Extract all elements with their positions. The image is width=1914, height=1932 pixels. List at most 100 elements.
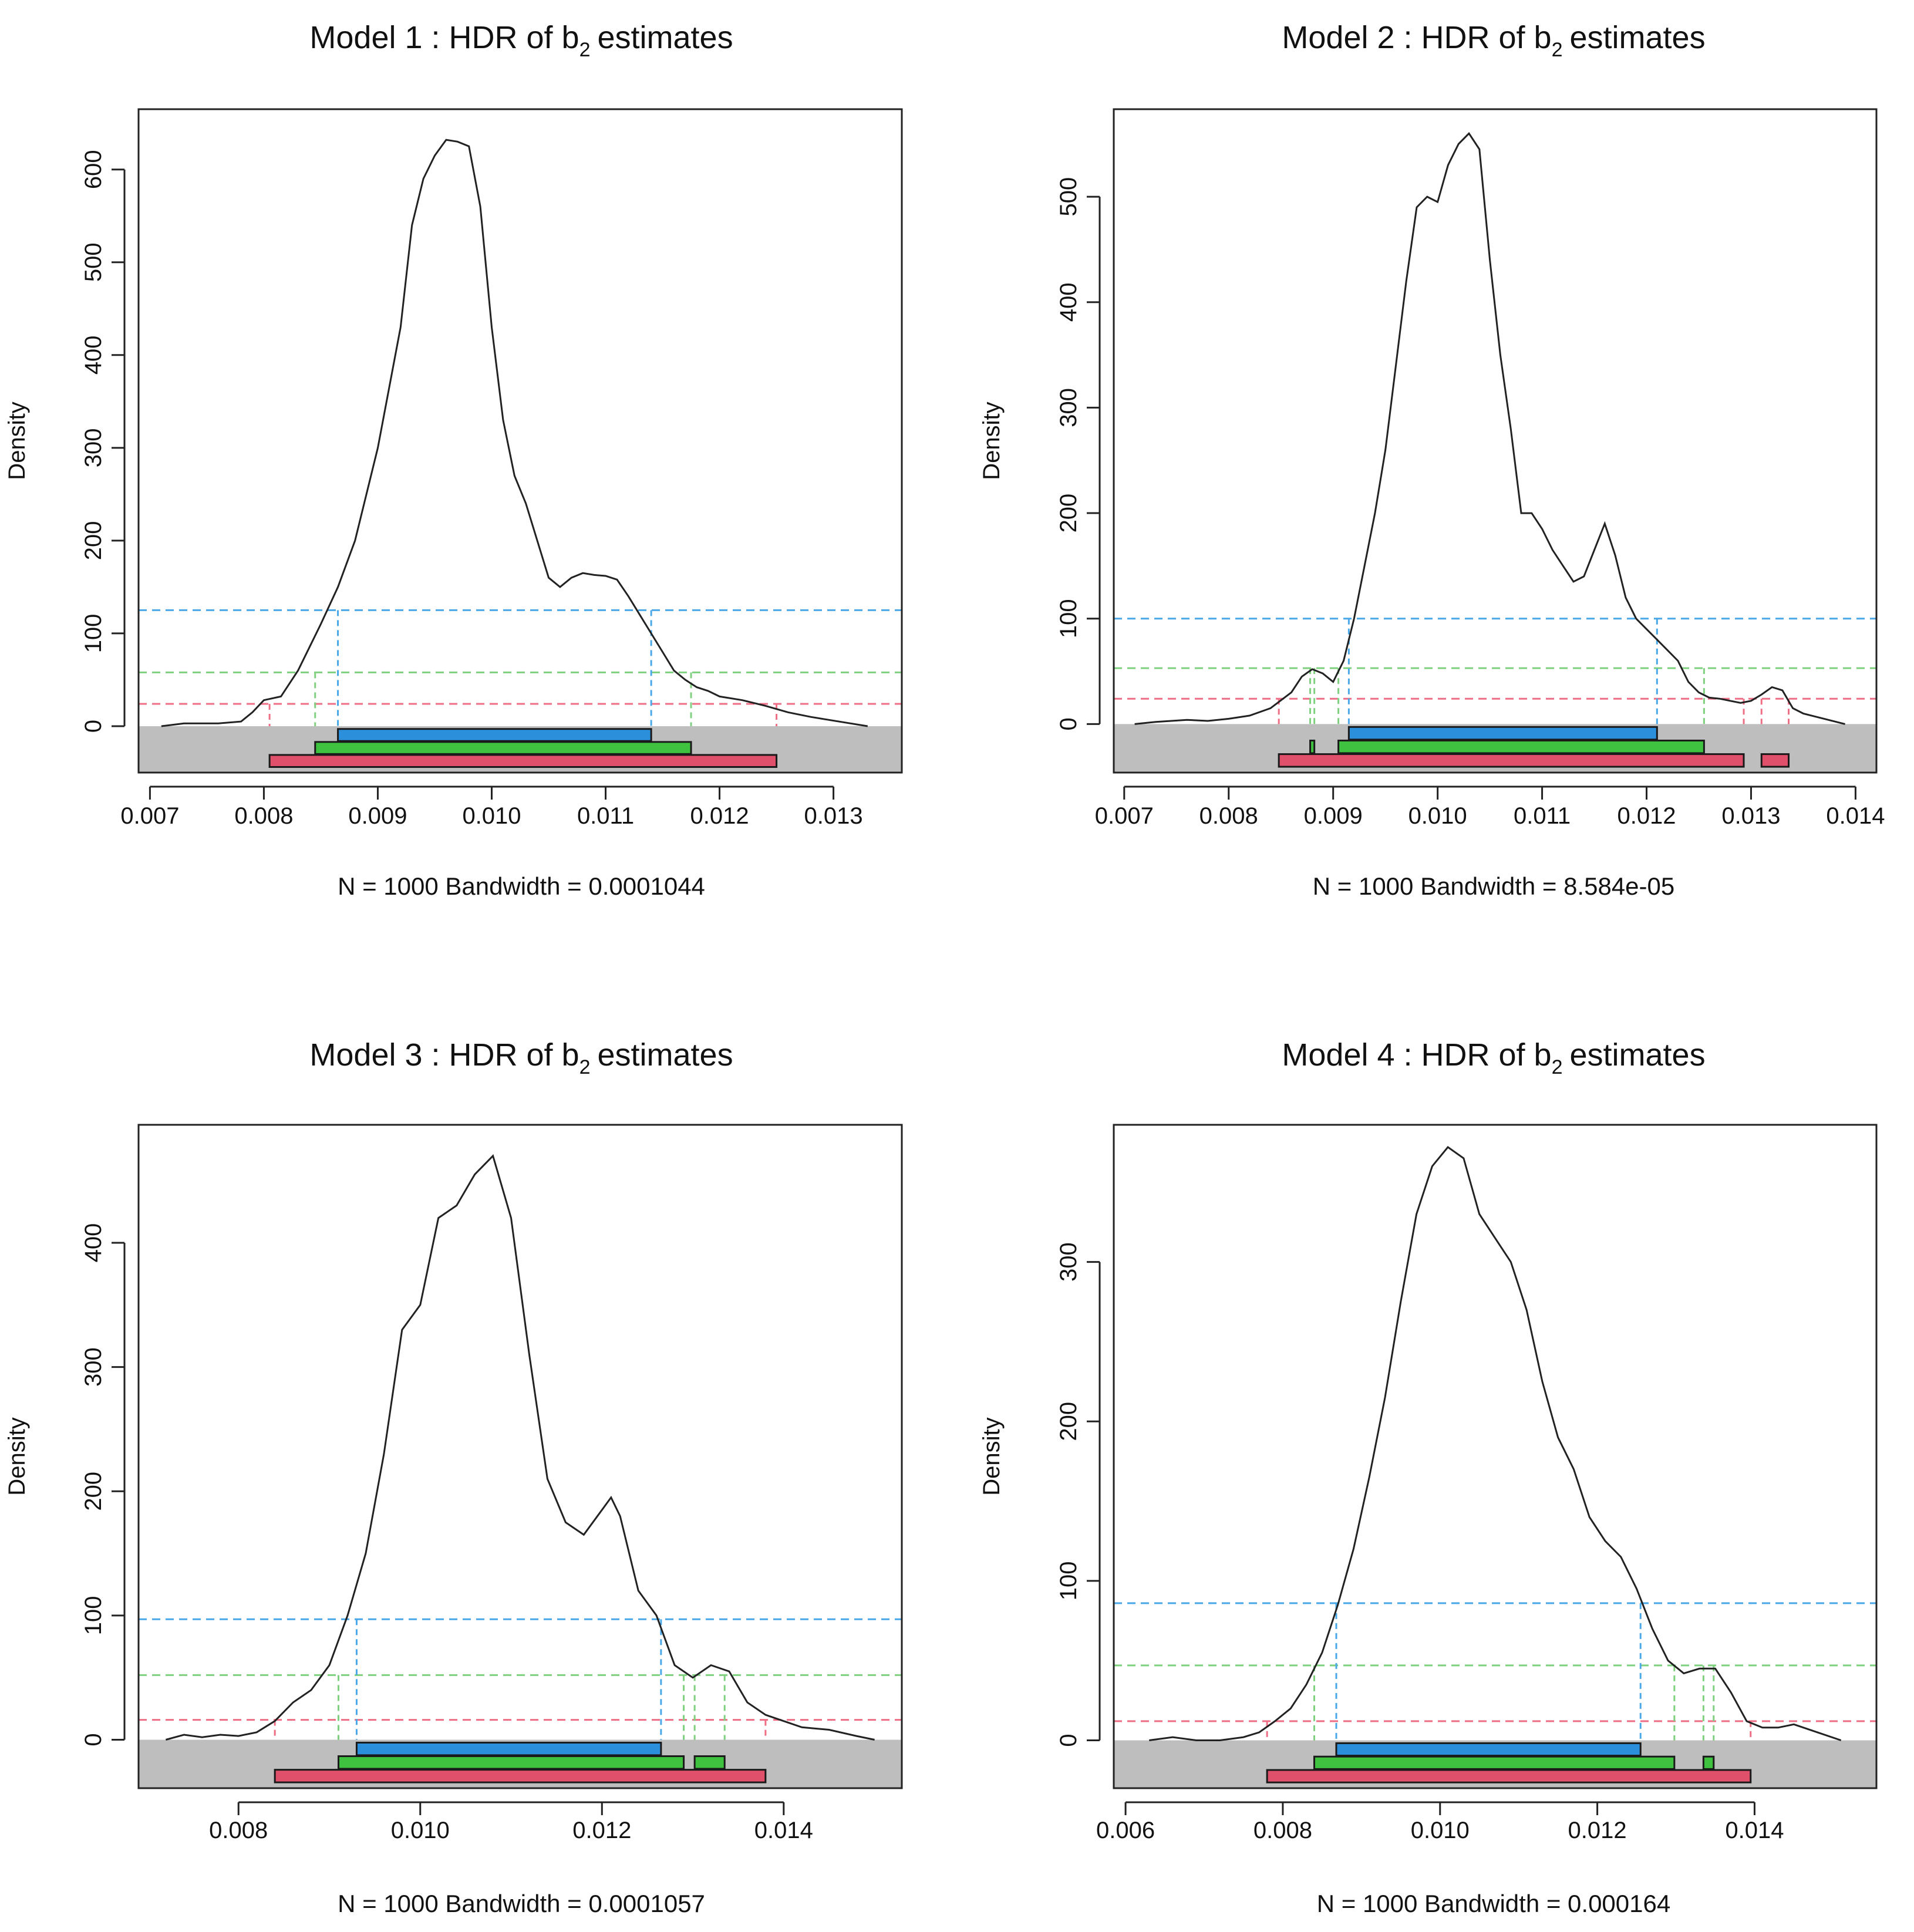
x-axis-label: N = 1000 Bandwidth = 0.000164	[1317, 1890, 1670, 1917]
y-tick-label: 300	[80, 1347, 106, 1387]
y-tick-label: 200	[1056, 494, 1081, 533]
chart-panel-1: 0.007 0.008 0.009 0.010 0.011 0.012 0.013 0 100 2…	[4, 20, 903, 900]
x-tick-label: 0.010	[1408, 803, 1467, 829]
y-tick-label: 100	[80, 614, 106, 653]
chart-title-suffix: estimates	[1570, 1037, 1706, 1073]
y-tick-label: 400	[80, 335, 106, 375]
x-tick-label: 0.012	[1617, 803, 1676, 829]
y-axis-label: Density	[979, 402, 1005, 480]
y-tick-label: 300	[1056, 388, 1081, 427]
y-tick-label: 0	[80, 720, 106, 733]
y-tick-label: 500	[1056, 177, 1081, 217]
y-tick-label: 0	[1056, 717, 1081, 730]
chart-title-suffix: estimates	[598, 20, 733, 55]
hdr99-bar	[1278, 753, 1745, 768]
plot-frame	[137, 1124, 903, 1789]
chart-title-main: Model 1 : HDR of b	[309, 20, 579, 55]
x-tick-label: 0.008	[209, 1818, 268, 1843]
density-curve	[1149, 1145, 1842, 1741]
x-tick-label: 0.013	[1721, 803, 1780, 829]
chart-title-subscript: 2	[579, 1056, 591, 1078]
density-curve	[166, 1154, 875, 1741]
y-tick-label: 300	[1056, 1242, 1081, 1282]
x-tick-label: 0.012	[1568, 1818, 1627, 1843]
hdr99-bar	[268, 754, 778, 768]
plot-frame	[1113, 108, 1878, 774]
hdr50-bar	[1335, 1742, 1642, 1757]
chart-title-suffix: estimates	[598, 1037, 733, 1073]
x-tick-label: 0.014	[1725, 1818, 1784, 1843]
chart-title: Model 3 : HDR of b2 estimates	[309, 1037, 733, 1078]
y-tick-label: 200	[1056, 1402, 1081, 1441]
y-tick-label: 200	[80, 1472, 106, 1511]
hdr95-bar	[1702, 1755, 1715, 1770]
x-tick-label: 0.009	[348, 803, 407, 829]
x-tick-label: 0.011	[577, 803, 634, 829]
chart-title: Model 4 : HDR of b2 estimates	[1282, 1037, 1705, 1078]
y-tick-label: 200	[80, 521, 106, 561]
chart-panel-2: 0.007 0.008 0.009 0.010 0.011 0.012 0.013 0.014…	[979, 20, 1885, 900]
x-tick-label: 0.014	[754, 1818, 813, 1843]
x-tick-label: 0.014	[1826, 803, 1885, 829]
hdr50-bar	[337, 728, 652, 742]
x-tick-label: 0.008	[234, 803, 293, 829]
hdr50-bar	[1347, 726, 1658, 741]
hdr95-bar	[337, 1755, 685, 1770]
x-tick-label: 0.008	[1199, 803, 1258, 829]
y-axis-label: Density	[4, 402, 30, 480]
y-axis-label: Density	[979, 1417, 1005, 1495]
y-tick-label: 100	[1056, 1562, 1081, 1601]
hdr99-bar	[1266, 1769, 1752, 1783]
chart-title-main: Model 3 : HDR of b	[309, 1037, 579, 1073]
chart-title-suffix: estimates	[1570, 20, 1706, 55]
y-tick-label: 400	[1056, 282, 1081, 322]
x-tick-label: 0.010	[462, 803, 521, 829]
chart-title-subscript: 2	[1552, 39, 1563, 61]
y-tick-label: 100	[1056, 599, 1081, 638]
x-tick-label: 0.012	[690, 803, 749, 829]
hdr95-bar	[693, 1755, 726, 1770]
x-tick-label: 0.011	[1514, 803, 1571, 829]
y-tick-label: 300	[80, 428, 106, 467]
chart-title-main: Model 2 : HDR of b	[1282, 20, 1551, 55]
chart-title: Model 2 : HDR of b2 estimates	[1282, 20, 1705, 61]
plot-frame	[137, 108, 903, 774]
hdr95-bar	[1337, 739, 1705, 754]
x-tick-label: 0.010	[391, 1818, 450, 1843]
x-tick-label: 0.013	[804, 803, 863, 829]
y-tick-label: 0	[1056, 1734, 1081, 1746]
hdr99-bar	[274, 1769, 767, 1783]
hdr95-bar	[1313, 1755, 1676, 1770]
x-axis-label: N = 1000 Bandwidth = 0.0001057	[338, 1890, 705, 1917]
chart-panel-4: 0.006 0.008 0.010 0.012 0.014 0 100 200 300 Densi…	[979, 1037, 1878, 1917]
x-tick-label: 0.012	[572, 1818, 631, 1843]
chart-panel-3: 0.008 0.010 0.012 0.014 0 100 200 300 400 Density…	[4, 1037, 903, 1917]
x-tick-label: 0.008	[1253, 1818, 1312, 1843]
x-tick-label: 0.010	[1411, 1818, 1470, 1843]
chart-title: Model 1 : HDR of b2 estimates	[309, 20, 733, 61]
x-tick-label: 0.007	[120, 803, 179, 829]
y-axis-label: Density	[4, 1417, 30, 1495]
y-tick-label: 400	[80, 1223, 106, 1263]
y-tick-label: 0	[80, 1733, 106, 1746]
y-tick-label: 500	[80, 242, 106, 282]
density-curve	[1134, 132, 1845, 725]
y-tick-label: 100	[80, 1596, 106, 1635]
x-tick-label: 0.007	[1095, 803, 1154, 829]
x-axis-label: N = 1000 Bandwidth = 0.0001044	[338, 872, 705, 900]
hdr99-bar	[1760, 753, 1790, 768]
hdr95-bar	[314, 741, 692, 755]
chart-title-subscript: 2	[1552, 1056, 1563, 1078]
density-curve	[161, 139, 868, 727]
x-tick-label: 0.006	[1096, 1818, 1155, 1843]
hdr50-bar	[355, 1741, 662, 1756]
chart-title-main: Model 4 : HDR of b	[1282, 1037, 1551, 1073]
x-tick-label: 0.009	[1304, 803, 1363, 829]
y-tick-label: 600	[80, 150, 106, 189]
plot-frame	[1113, 1124, 1878, 1789]
chart-title-subscript: 2	[579, 39, 591, 61]
x-axis-label: N = 1000 Bandwidth = 8.584e-05	[1313, 872, 1674, 900]
hdr95-bar	[1309, 739, 1316, 754]
